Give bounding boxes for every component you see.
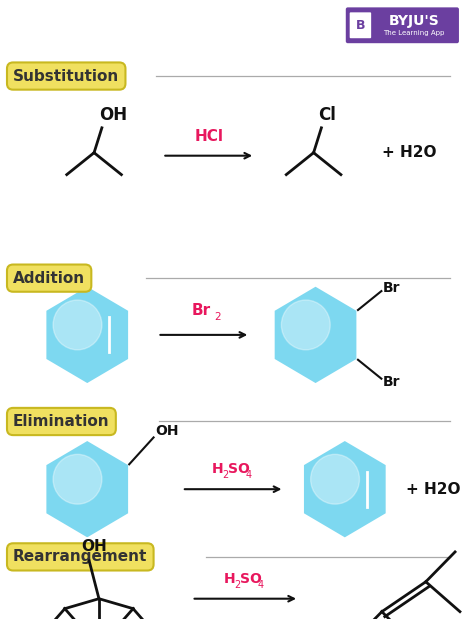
Polygon shape <box>45 440 129 539</box>
Text: Elimination: Elimination <box>13 414 109 429</box>
Text: 2: 2 <box>214 312 221 322</box>
Text: Br: Br <box>191 303 211 318</box>
Text: BYJU'S: BYJU'S <box>389 14 439 29</box>
Text: OH: OH <box>99 106 127 124</box>
Polygon shape <box>45 285 129 384</box>
Text: 2: 2 <box>235 580 241 590</box>
Text: H: H <box>211 463 223 476</box>
Text: SO: SO <box>228 463 250 476</box>
FancyBboxPatch shape <box>346 7 459 43</box>
Text: Substitution: Substitution <box>13 69 119 84</box>
Text: + H2O: + H2O <box>382 145 437 160</box>
Text: B: B <box>356 19 365 32</box>
Text: 4: 4 <box>258 580 264 590</box>
Polygon shape <box>302 440 387 539</box>
Text: The Learning App: The Learning App <box>383 30 445 36</box>
Text: 4: 4 <box>246 470 252 480</box>
Text: 2: 2 <box>222 470 228 480</box>
Circle shape <box>53 300 102 350</box>
Circle shape <box>282 300 330 350</box>
Text: Br: Br <box>383 281 401 294</box>
Text: + H2O: + H2O <box>406 482 461 497</box>
Text: H: H <box>224 572 236 586</box>
Text: Br: Br <box>383 375 401 389</box>
Text: HCl: HCl <box>194 129 223 144</box>
Text: SO: SO <box>240 572 262 586</box>
Polygon shape <box>273 285 358 384</box>
Text: Addition: Addition <box>13 271 85 286</box>
Circle shape <box>53 454 102 504</box>
Circle shape <box>310 454 359 504</box>
Text: OH: OH <box>155 425 179 438</box>
FancyBboxPatch shape <box>350 12 371 38</box>
Text: Cl: Cl <box>319 106 337 124</box>
Text: OH: OH <box>82 539 107 554</box>
Text: Rearrangement: Rearrangement <box>13 549 147 564</box>
